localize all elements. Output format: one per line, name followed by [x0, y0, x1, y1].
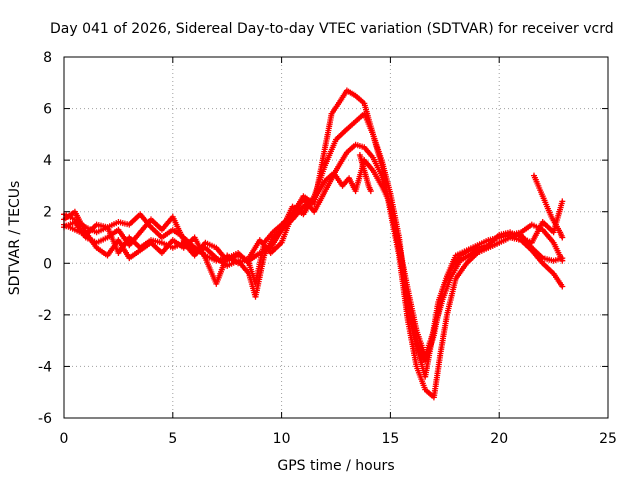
- axis-ticks: 0 5 10 15 20 25 -6 -4 -2 0 2 4 6 8: [38, 50, 617, 447]
- x-tick-label: 20: [490, 431, 508, 447]
- series-line: [62, 112, 564, 399]
- y-tick-label: -2: [38, 308, 52, 324]
- series-track-4: [61, 157, 566, 365]
- x-tick-label: 5: [168, 431, 177, 447]
- x-tick-label: 25: [599, 431, 617, 447]
- x-tick-label: 10: [273, 431, 291, 447]
- y-axis-label: SDTVAR / TECUs: [7, 181, 23, 296]
- x-axis-label: GPS time / hours: [277, 458, 394, 474]
- series-line: [62, 158, 564, 363]
- plot-frame: [63, 56, 609, 419]
- y-tick-label: 0: [43, 256, 52, 272]
- y-tick-label: 2: [43, 205, 52, 221]
- x-tick-label: 15: [381, 431, 399, 447]
- chart-title: Day 041 of 2026, Sidereal Day-to-day VTE…: [50, 21, 614, 37]
- series-markers: [531, 172, 566, 241]
- series-track-5: [531, 172, 566, 241]
- series-track-6: [356, 152, 374, 195]
- x-tick-label: 0: [60, 431, 69, 447]
- y-tick-label: 6: [43, 102, 52, 118]
- series-track-3: [61, 141, 566, 360]
- series-markers: [61, 157, 566, 365]
- y-tick-label: 8: [43, 50, 52, 66]
- y-tick-label: -4: [38, 359, 52, 375]
- series-layer: [61, 87, 566, 401]
- series-markers: [61, 141, 566, 360]
- y-tick-label: -6: [38, 411, 52, 427]
- series-markers: [356, 152, 374, 195]
- y-tick-label: 4: [43, 153, 52, 169]
